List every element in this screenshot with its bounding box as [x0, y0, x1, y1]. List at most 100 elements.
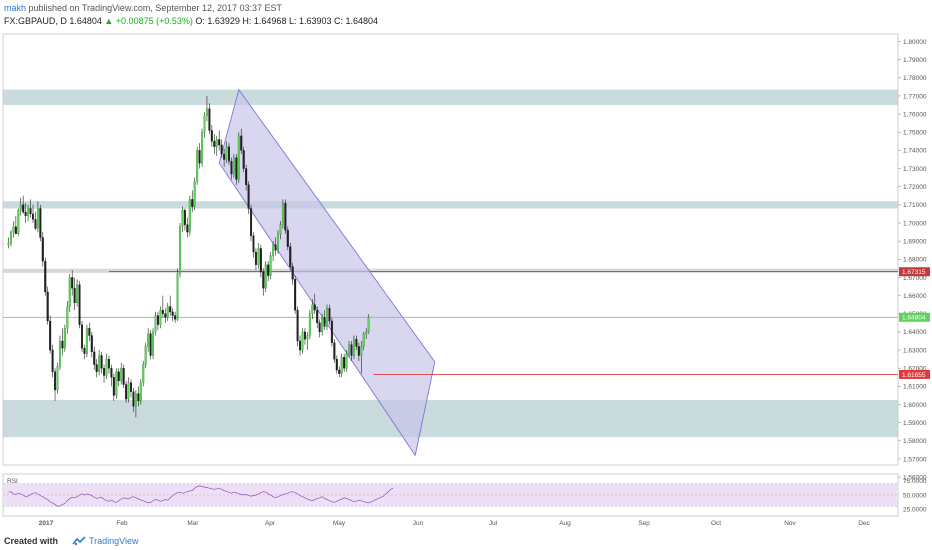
candle-body: [352, 339, 355, 356]
candle: [125, 380, 128, 403]
candle: [56, 362, 59, 394]
candle: [39, 204, 42, 242]
candle: [88, 322, 91, 341]
candle-body: [362, 333, 365, 347]
candle-body: [252, 235, 255, 253]
y-tick-label: 1.69000: [903, 238, 927, 245]
candle: [44, 257, 47, 296]
candle: [120, 362, 123, 385]
candle-body: [264, 264, 267, 289]
candle-body: [95, 364, 98, 372]
y-tick-label: 1.59000: [903, 420, 927, 427]
candle-body: [227, 146, 230, 162]
candle: [316, 306, 319, 329]
candle-body: [17, 210, 20, 235]
candle: [328, 304, 331, 325]
candle-body: [330, 320, 333, 343]
candle-body: [166, 306, 169, 318]
candle-body: [313, 304, 316, 311]
candle-body: [105, 358, 108, 376]
y-tick-label: 1.75000: [903, 130, 927, 137]
rsi-line: [8, 485, 394, 507]
candle: [152, 328, 155, 360]
candle-body: [208, 108, 211, 131]
candle: [156, 311, 159, 331]
candle: [41, 232, 44, 267]
candle: [24, 203, 27, 223]
candle: [188, 195, 191, 236]
candle: [7, 237, 10, 249]
candle-body: [242, 150, 245, 169]
candle: [348, 340, 351, 358]
candle: [147, 328, 150, 352]
candle: [90, 331, 93, 358]
x-tick-label: Mar: [187, 520, 199, 527]
candle-body: [122, 368, 125, 385]
candle: [181, 206, 184, 233]
candle: [205, 95, 208, 122]
candle-body: [296, 309, 299, 342]
candle-body: [365, 331, 368, 334]
candle: [208, 103, 211, 135]
author-link[interactable]: makh: [4, 3, 27, 13]
resistance-band: [3, 268, 898, 273]
candle: [272, 241, 275, 262]
candle-body: [132, 391, 135, 407]
candle: [51, 344, 54, 378]
candle: [257, 242, 260, 269]
tradingview-brand[interactable]: TradingView: [89, 536, 139, 546]
candle: [360, 340, 363, 374]
candle-body: [272, 244, 275, 256]
candle-body: [39, 208, 42, 238]
candle-body: [225, 146, 228, 160]
candle-body: [232, 157, 235, 175]
candle-body: [147, 333, 150, 347]
candle: [311, 299, 314, 320]
candle: [34, 212, 37, 231]
candle-body: [348, 344, 351, 354]
candle: [365, 328, 368, 340]
candle: [362, 331, 365, 351]
candle-body: [83, 348, 86, 354]
candle-body: [76, 284, 79, 304]
candle-body: [58, 340, 61, 367]
candle-body: [328, 308, 331, 322]
candle-body: [291, 266, 294, 280]
candle-body: [247, 184, 250, 209]
candle-body: [93, 351, 96, 365]
candle-body: [149, 333, 152, 356]
candle-body: [142, 364, 145, 383]
price-tag: [899, 267, 930, 277]
candle-body: [107, 358, 110, 369]
candle: [367, 314, 370, 334]
created-with-text: Created with: [4, 536, 59, 546]
zone-2: [3, 201, 898, 209]
candle-body: [29, 208, 32, 215]
candle-body: [144, 346, 147, 365]
candle-body: [24, 211, 27, 216]
candle-body: [115, 371, 118, 396]
candle: [115, 368, 118, 400]
candle: [85, 324, 88, 358]
candle-body: [174, 315, 177, 320]
candle: [281, 199, 284, 229]
candle: [276, 230, 279, 254]
candle: [61, 328, 64, 356]
candle: [245, 164, 248, 191]
x-tick-label: Apr: [265, 520, 276, 527]
candle-body: [281, 202, 284, 225]
candle: [127, 377, 130, 403]
candle-body: [36, 208, 39, 229]
y-tick-label: 1.71000: [903, 202, 927, 209]
candle-body: [355, 339, 358, 347]
candle: [230, 157, 233, 180]
y-tick-label: 1.68000: [903, 257, 927, 264]
y-tick-label: 1.64000: [903, 329, 927, 336]
candle-body: [81, 324, 84, 349]
candle: [196, 146, 199, 185]
candle-body: [90, 335, 93, 353]
candle: [267, 261, 270, 282]
candle-body: [169, 306, 172, 313]
candle-body: [88, 328, 91, 336]
